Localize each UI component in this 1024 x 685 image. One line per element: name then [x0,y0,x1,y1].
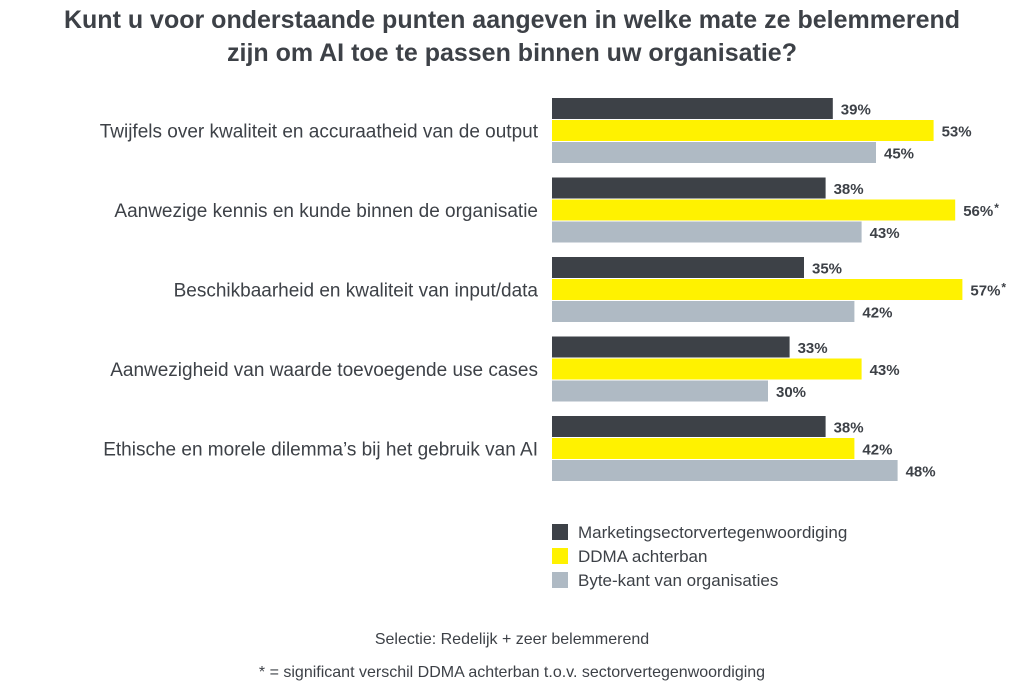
bar [552,257,804,278]
bar [552,98,833,119]
data-label: 30% [776,384,806,401]
bar [552,120,934,141]
category-label: Beschikbaarheid en kwaliteit van input/d… [174,281,539,302]
legend-label: DDMA achterban [578,547,707,566]
legend-label: Byte-kant van organisaties [578,571,778,590]
chart-title: Kunt u voor onderstaande punten aangeven… [0,4,1024,70]
bar [552,460,898,481]
bar [552,336,790,358]
significance-marker: * [1001,281,1006,295]
category-label: Ethische en morele dilemma’s bij het geb… [103,440,538,461]
bar [552,279,963,300]
bar [552,177,826,199]
category-label: Aanwezigheid van waarde toevoegende use … [110,360,538,381]
data-label: 42% [862,305,892,322]
data-label: 38% [834,181,864,198]
category-label: Twijfels over kwaliteit en accuraatheid … [100,122,539,143]
bar [552,221,862,243]
significance-marker: * [994,201,999,215]
data-label: 33% [798,340,828,357]
data-label: 39% [841,102,871,119]
legend-swatch [552,524,568,540]
category-label: Aanwezige kennis en kunde binnen de orga… [114,201,538,222]
legend-label: Marketingsectorvertegenwoordiging [578,523,847,542]
legend-swatch [552,572,568,588]
selection-note: Selectie: Redelijk + zeer belemmerend [374,631,650,648]
significance-note: * = significant verschil DDMA achterban … [258,664,766,681]
bar [552,416,826,437]
data-label: 43% [870,362,900,379]
data-label: 38% [834,420,864,437]
legend-swatch [552,548,568,564]
bar [552,301,855,322]
bar [552,142,876,163]
data-label: 53% [942,124,972,141]
data-label: 57% [970,283,1000,300]
chart-title-line-1: Kunt u voor onderstaande punten aangeven… [63,6,961,34]
bar [552,380,768,402]
data-label: 45% [884,146,914,163]
data-label: 43% [870,225,900,242]
bar [552,438,855,459]
data-label: 56% [963,203,993,220]
data-label: 35% [812,261,842,278]
bar [552,199,956,221]
bar [552,358,862,380]
data-label: 48% [906,464,936,481]
chart-title-line-2: zijn om AI toe te passen binnen uw organ… [227,39,797,67]
data-label: 42% [862,442,892,459]
